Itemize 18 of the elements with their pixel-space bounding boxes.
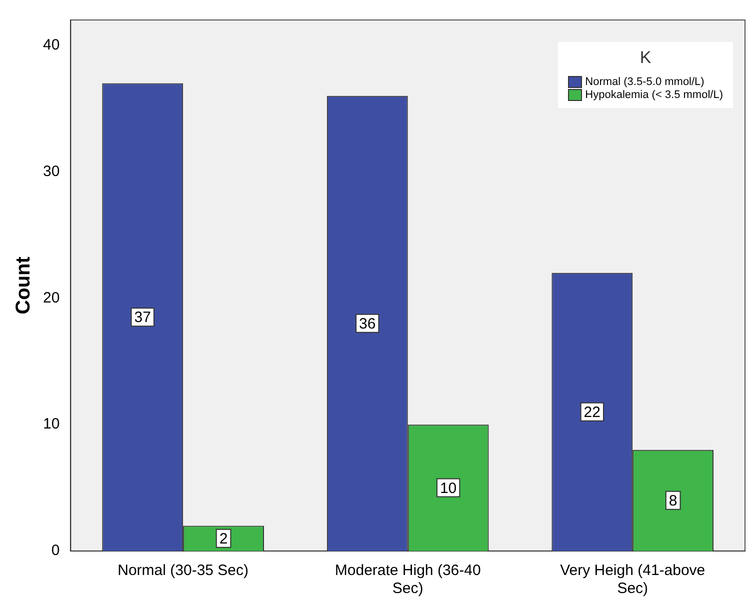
legend-label: Normal (3.5-5.0 mmol/L) xyxy=(585,76,704,88)
data-label: 36 xyxy=(359,316,376,333)
x-tick-label: Very Heigh (41-above Sec) xyxy=(560,562,706,598)
y-tick-label: 10 xyxy=(42,416,60,433)
x-tick-label: Normal (30-35 Sec) xyxy=(118,562,249,580)
y-tick-label: 0 xyxy=(51,542,60,560)
y-axis-title: Count xyxy=(12,256,35,314)
y-tick-label: 40 xyxy=(42,36,60,54)
data-label: 37 xyxy=(134,309,151,326)
data-label: 10 xyxy=(440,480,457,497)
legend-title: K xyxy=(638,48,652,68)
x-tick-label: Moderate High (36-40 Sec) xyxy=(334,562,481,598)
legend-label: Hypokalemia (< 3.5 mmol/L) xyxy=(585,89,723,101)
y-tick-label: 20 xyxy=(42,289,60,306)
data-label: 2 xyxy=(219,530,228,548)
y-tick-label: 30 xyxy=(42,162,60,180)
data-label: 8 xyxy=(668,492,678,510)
data-label: 22 xyxy=(584,404,600,422)
